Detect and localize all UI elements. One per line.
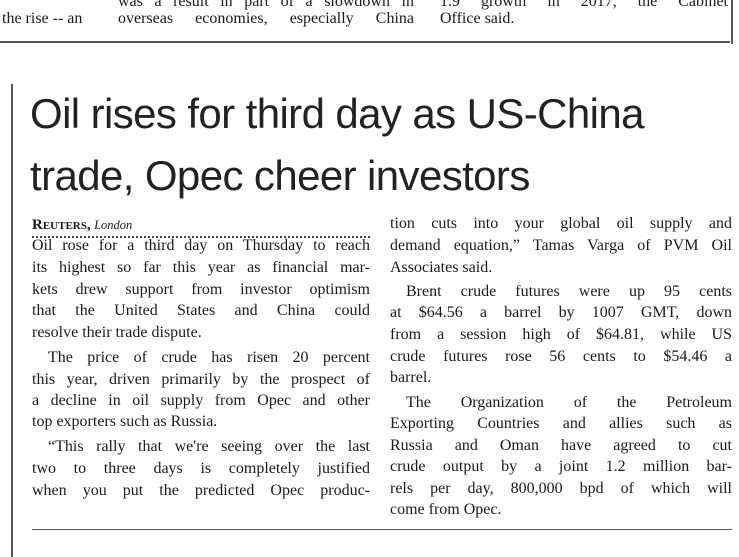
article-text-line: demand equation,” Tamas Varga of PVM Oil (390, 237, 732, 254)
article-text-line: “This rally that we're seeing over the l… (48, 438, 370, 455)
article-text-line: Exporting Countries and allies such as (390, 415, 732, 432)
column-rule-right (731, 0, 733, 44)
article-text-line: from a session high of $64.81, while US (390, 326, 732, 343)
article-text-line: at $64.56 a barrel by 1007 GMT, down (390, 304, 732, 321)
section-divider-bottom (32, 529, 732, 530)
article-text-line: come from Opec. (390, 501, 502, 518)
headline-line-1: Oil rises for third day as US-China (30, 90, 644, 137)
prev-col3-line: Office said. (440, 10, 515, 27)
article-text-line: two to three days is completely justifie… (32, 460, 370, 477)
article-text-line: rels per day, 800,000 bpd of which will (390, 480, 732, 497)
prev-col3-line: 1.9 growth in 2017, the Cabinet (440, 0, 728, 10)
article-text-line: The price of crude has risen 20 percent (48, 349, 370, 366)
byline-agency: Reuters, (32, 217, 91, 233)
article-text-line: resolve their trade dispute. (32, 324, 202, 341)
article-text-line: crude output by a joint 1.2 million bar- (390, 458, 732, 475)
column-rule-left (11, 84, 13, 557)
article-text-line: Oil rose for a third day on Thursday to … (32, 237, 370, 254)
byline-city: London (94, 218, 133, 232)
article-text-line: a decline in oil supply from Opec and ot… (32, 392, 370, 409)
article-text-line: Associates said. (390, 259, 493, 276)
article-text-line: kets drew support from investor optimism (32, 281, 370, 298)
byline: Reuters, London (32, 217, 132, 234)
article-text-line: tion cuts into your global oil supply an… (390, 215, 732, 232)
article-text-line: Russia and Oman have agreed to cut (390, 437, 732, 454)
article-text-line: this year, driven primarily by the prosp… (32, 371, 370, 388)
prev-col1-line: the rise -- an (2, 10, 83, 27)
article-text-line: that the United States and China could (32, 302, 370, 319)
article-text-line: barrel. (390, 369, 432, 386)
article-text-line: when you put the predicted Opec produc- (32, 482, 370, 499)
article-text-line: The Organization of the Petroleum (406, 394, 732, 411)
headline-line-2: trade, Opec cheer investors (30, 152, 530, 199)
prev-col2-line: overseas economies, especially China (118, 10, 414, 27)
article-text-line: its highest so far this year as financia… (32, 259, 370, 276)
article-text-line: top exporters such as Russia. (32, 413, 218, 430)
prev-col2-line: was a result in part of a slowdown in (118, 0, 414, 10)
article-text-line: Brent crude futures were up 95 cents (406, 283, 732, 300)
byline-dotted-divider (32, 236, 370, 240)
section-divider-top (0, 41, 730, 43)
article-text-line: crude futures rose 56 cents to $54.46 a (390, 348, 732, 365)
